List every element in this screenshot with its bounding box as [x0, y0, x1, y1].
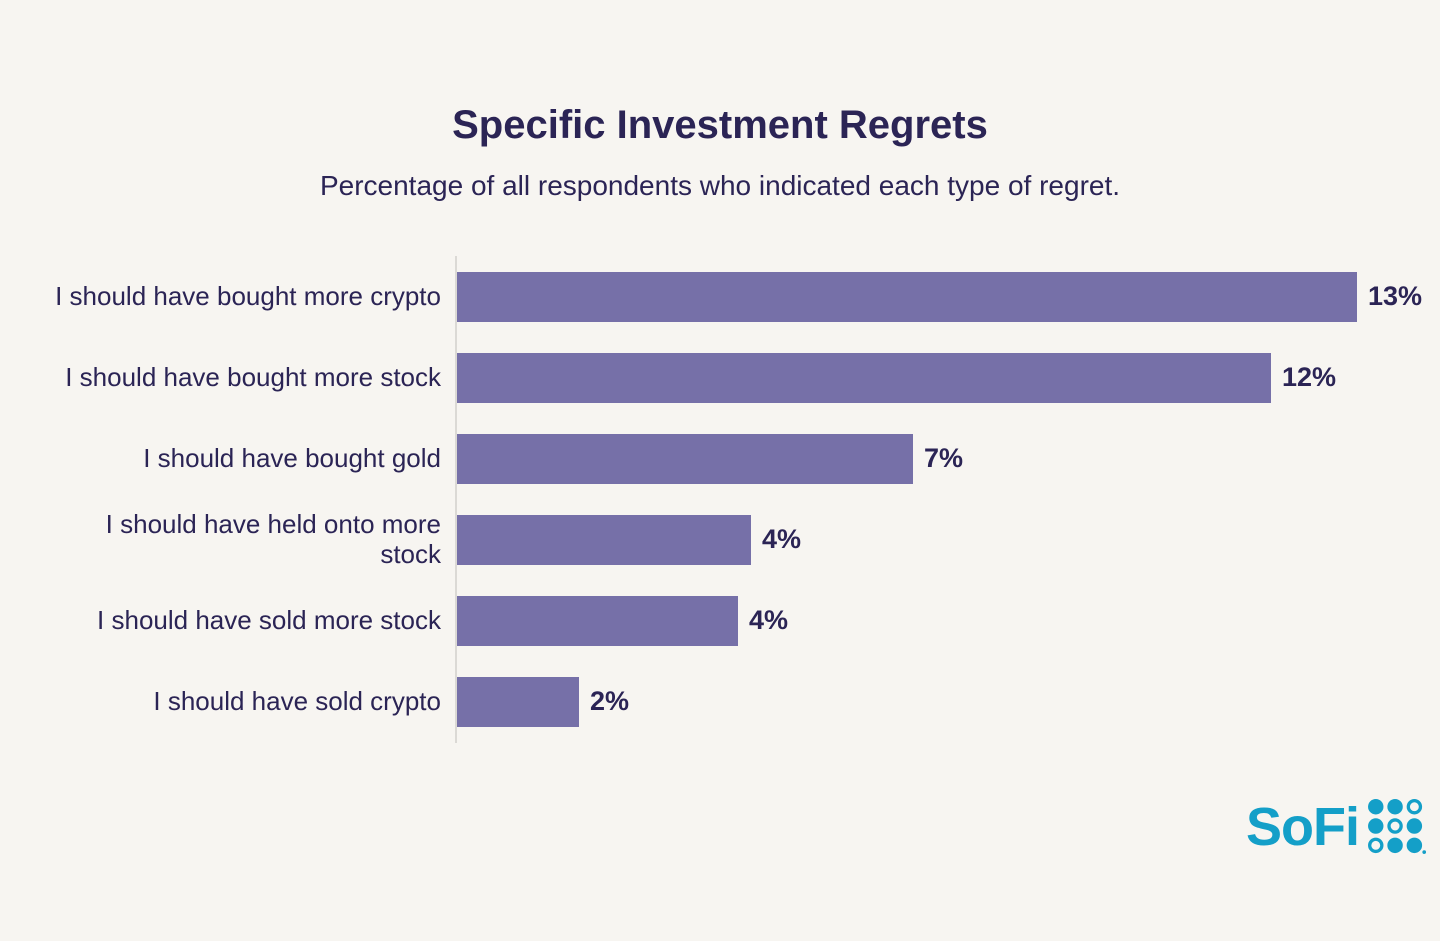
- value-label: 13%: [1368, 281, 1423, 311]
- category-label: I should have bought gold: [143, 442, 441, 473]
- sofi-wordmark: SoFi: [1246, 797, 1360, 857]
- category-label: I should have sold more stock: [97, 604, 441, 635]
- category-label: I should have held onto more stock: [105, 509, 441, 569]
- bar-row: I should have bought more crypto 13%: [0, 256, 1440, 337]
- bar: [457, 271, 1357, 322]
- sofi-dots-icon: [1368, 799, 1426, 854]
- y-axis-line: [455, 256, 457, 743]
- bar: [457, 676, 579, 727]
- category-label: I should have sold crypto: [153, 685, 441, 716]
- bar-row: I should have sold more stock 4%: [0, 580, 1440, 661]
- chart-title: Specific Investment Regrets: [452, 103, 988, 147]
- bar: [457, 595, 738, 646]
- value-label: 4%: [762, 524, 802, 554]
- value-label: 12%: [1282, 362, 1337, 392]
- value-label: 7%: [924, 443, 964, 473]
- chart-subtitle: Percentage of all respondents who indica…: [319, 170, 1121, 201]
- value-label: 2%: [590, 686, 630, 716]
- bar-chart: I should have bought more crypto 13% I s…: [0, 256, 1440, 742]
- bar-row: I should have bought gold 7%: [0, 418, 1440, 499]
- bar-row: I should have sold crypto 2%: [0, 661, 1440, 742]
- value-label: 4%: [749, 605, 789, 635]
- bar: [457, 433, 913, 484]
- category-label: I should have bought more crypto: [55, 280, 441, 311]
- bar-row: I should have held onto more stock 4%: [0, 499, 1440, 580]
- sofi-logo: SoFi: [1246, 799, 1426, 855]
- bar: [457, 514, 751, 565]
- category-label: I should have bought more stock: [65, 361, 441, 392]
- bar: [457, 352, 1271, 403]
- bar-row: I should have bought more stock 12%: [0, 337, 1440, 418]
